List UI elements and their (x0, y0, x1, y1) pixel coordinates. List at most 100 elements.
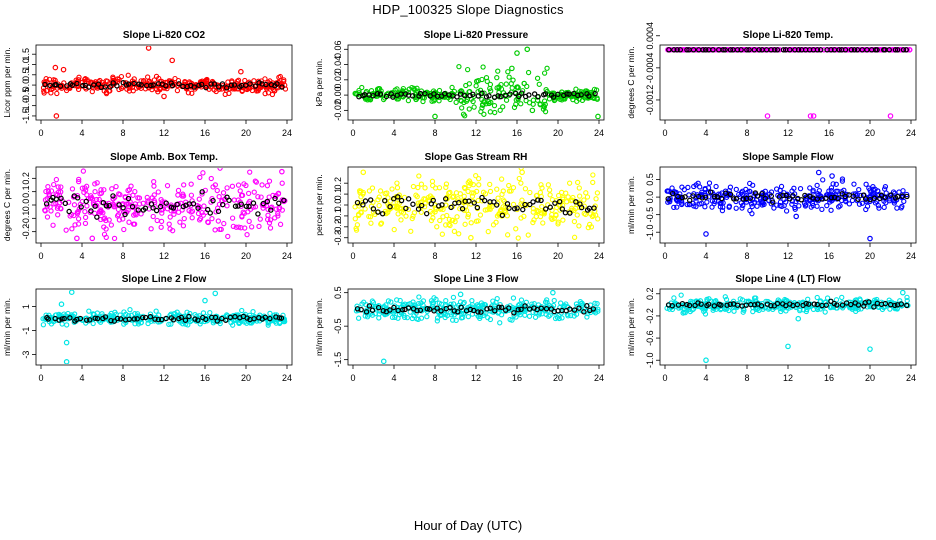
reference-point (590, 306, 597, 312)
reference-point (747, 195, 754, 201)
data-point (434, 318, 440, 324)
data-point (521, 80, 527, 87)
data-point (385, 298, 392, 304)
data-point (458, 98, 464, 104)
data-point (246, 218, 252, 224)
reference-point (851, 47, 858, 53)
reference-point (882, 300, 889, 307)
data-point (450, 193, 457, 199)
reference-point (191, 84, 197, 90)
data-point (510, 201, 517, 208)
data-point (394, 297, 400, 303)
reference-point (471, 200, 477, 206)
reference-point (100, 200, 107, 206)
outlier-point (810, 113, 817, 119)
reference-point (567, 210, 573, 216)
data-point (262, 90, 268, 97)
data-point (499, 191, 505, 198)
data-point (125, 207, 131, 213)
data-point (863, 181, 869, 187)
data-point (277, 221, 284, 227)
reference-point (882, 194, 888, 201)
data-point (205, 219, 211, 226)
data-point (447, 222, 453, 229)
data-point (269, 91, 276, 98)
reference-point (409, 93, 416, 99)
data-point (63, 227, 69, 233)
x-tick-label: 16 (200, 128, 210, 138)
reference-point (888, 192, 894, 198)
reference-point (571, 307, 578, 313)
data-point (546, 187, 553, 193)
reference-point (252, 83, 259, 89)
x-tick-label: 12 (159, 373, 169, 383)
data-point (228, 319, 234, 326)
reference-point (514, 205, 520, 211)
data-point (184, 309, 190, 315)
data-point (759, 199, 766, 205)
reference-point (516, 93, 522, 100)
reference-point (243, 203, 250, 210)
reference-point (395, 194, 401, 200)
reference-point (431, 308, 437, 314)
reference-point (108, 317, 114, 324)
data-point (430, 182, 436, 189)
data-point (532, 314, 539, 320)
y-tick-label: -1.5 (21, 108, 31, 124)
reference-point (758, 303, 765, 309)
reference-point (374, 90, 381, 97)
data-point (444, 212, 450, 219)
data-point (450, 194, 456, 200)
reference-point (506, 305, 512, 311)
reference-point (114, 83, 120, 89)
reference-point (62, 200, 68, 207)
data-point (168, 321, 174, 327)
data-point (498, 176, 505, 182)
data-point (726, 203, 733, 209)
data-point (394, 185, 401, 191)
reference-point (199, 189, 205, 195)
x-tick-label: 16 (512, 128, 522, 138)
data-point (50, 222, 56, 228)
reference-point (367, 197, 374, 203)
data-point (436, 98, 442, 104)
reference-point (559, 206, 565, 212)
data-point (416, 173, 422, 179)
data-point (557, 202, 563, 208)
data-point (447, 96, 453, 103)
reference-point (552, 200, 558, 206)
reference-point (724, 302, 730, 308)
reference-point (142, 314, 149, 321)
data-point (376, 202, 382, 209)
outlier-point (795, 315, 802, 322)
data-point (473, 218, 480, 224)
data-point (276, 74, 282, 81)
data-point (679, 184, 685, 190)
data-point (582, 211, 589, 218)
data-point (251, 189, 257, 195)
data-point (583, 190, 589, 196)
data-point (810, 189, 816, 195)
data-point (189, 90, 195, 96)
reference-point (431, 91, 437, 97)
data-point (449, 217, 455, 223)
data-point (465, 188, 471, 195)
data-point (418, 315, 425, 321)
data-point (69, 226, 75, 232)
data-point (443, 181, 450, 187)
data-point (581, 197, 587, 203)
data-point (253, 179, 260, 185)
data-point (693, 182, 699, 188)
reference-point (136, 81, 142, 87)
data-point (242, 77, 248, 84)
reference-point (150, 82, 156, 88)
data-point (171, 211, 177, 217)
data-point (389, 186, 395, 192)
panel-title: Slope Amb. Box Temp. (110, 152, 218, 163)
x-tick-label: 20 (865, 373, 875, 383)
data-point (500, 197, 506, 203)
data-point (881, 204, 887, 210)
reference-point (591, 205, 597, 211)
reference-point (430, 197, 436, 204)
reference-point (734, 47, 741, 53)
